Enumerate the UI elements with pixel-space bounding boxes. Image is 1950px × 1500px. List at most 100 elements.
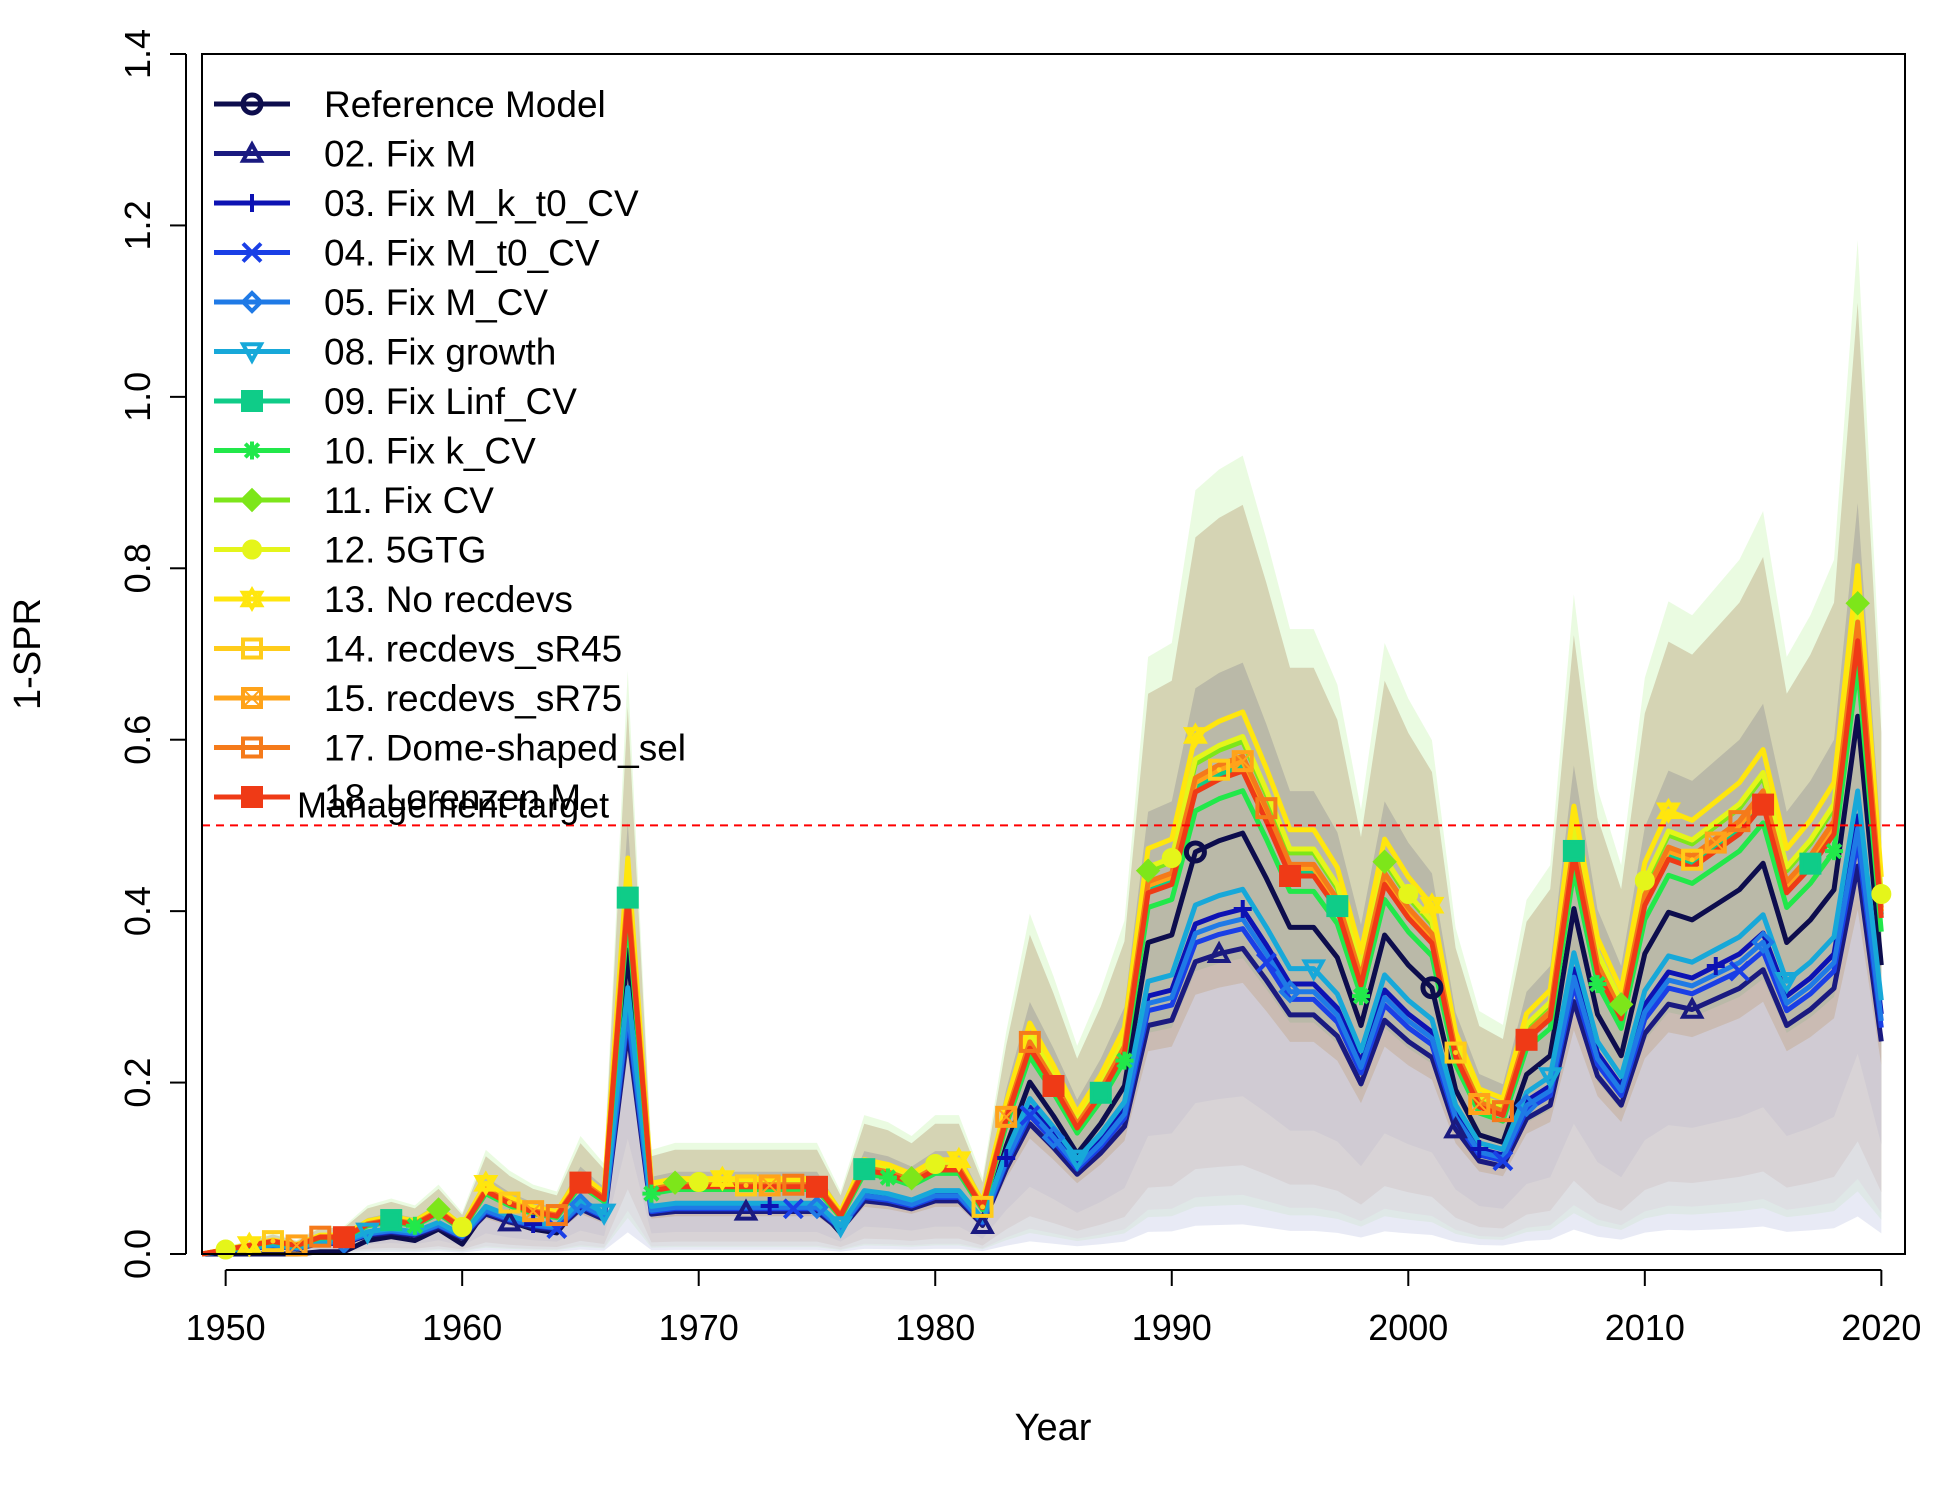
series-14-point-2005-shape bbox=[1515, 1028, 1538, 1051]
series-8-point-2009-shape bbox=[1608, 992, 1634, 1017]
legend-marker-0 bbox=[240, 92, 264, 116]
series-14-point-2015-shape bbox=[1752, 793, 1775, 816]
legend-marker-9-shape bbox=[242, 539, 262, 560]
series-3-point-2004-d2 bbox=[1492, 1150, 1514, 1172]
series-5-point-1966 bbox=[591, 1203, 617, 1226]
series-14-point-1955 bbox=[332, 1226, 355, 1249]
series-5-point-2006-shape bbox=[1537, 1067, 1563, 1090]
legend-label-7: 10. Fix k_CV bbox=[324, 431, 536, 472]
series-10-point-1991-down bbox=[1182, 727, 1208, 749]
legend-item-10: 13. No recdevs bbox=[214, 579, 573, 620]
series-3-point-2014-d2 bbox=[1729, 960, 1750, 982]
x-tick-label-2000: 2000 bbox=[1368, 1307, 1448, 1348]
series-4-point-1985-shape bbox=[1041, 1125, 1066, 1150]
series-5-point-1976 bbox=[828, 1216, 854, 1239]
legend-marker-5-shape bbox=[239, 342, 265, 365]
series-14-point-1995 bbox=[1279, 865, 1302, 887]
series-8-point-1959-shape bbox=[426, 1197, 451, 1222]
series-13-point-2014 bbox=[1728, 810, 1751, 833]
series-8-point-2009 bbox=[1608, 992, 1634, 1017]
series-6-point-2017 bbox=[1799, 852, 1822, 875]
series-4-point-1965-shape bbox=[568, 1192, 593, 1217]
series-6-point-1997 bbox=[1326, 895, 1349, 918]
legend-label-5: 08. Fix growth bbox=[324, 332, 556, 373]
legend-item-5: 08. Fix growth bbox=[214, 332, 556, 373]
series-2-point-1973 bbox=[760, 1197, 779, 1215]
series-9-point-1960 bbox=[452, 1217, 473, 1237]
series-1-point-1992-shape bbox=[1206, 940, 1232, 963]
management-target-label: Management target bbox=[297, 784, 609, 825]
y-tick-label-2: 0.4 bbox=[117, 886, 158, 936]
legend-item-7: 10. Fix k_CV bbox=[214, 431, 536, 472]
series-13-point-1954-shape bbox=[309, 1225, 332, 1248]
series-9-point-1950 bbox=[215, 1239, 236, 1260]
legend-marker-12 bbox=[241, 687, 263, 709]
legend-label-2: 03. Fix M_k_t0_CV bbox=[324, 183, 639, 224]
series-4-point-2005-shape bbox=[1514, 1093, 1539, 1118]
series-2-point-2003 bbox=[1470, 1140, 1489, 1158]
series-11-point-1992 bbox=[1208, 758, 1231, 781]
series-6-point-1967 bbox=[616, 886, 639, 909]
series-12-point-1993-shape bbox=[1231, 750, 1254, 773]
series-8-point-1989 bbox=[1135, 858, 1161, 883]
series-9-point-1980-shape bbox=[925, 1154, 946, 1174]
series-10-point-2011-down bbox=[1655, 802, 1681, 824]
legend-label-8: 11. Fix CV bbox=[324, 480, 494, 521]
legend-item-6: 09. Fix Linf_CV bbox=[214, 381, 577, 422]
series-12-point-2003 bbox=[1468, 1093, 1491, 1115]
series-0-point-1991 bbox=[1183, 840, 1207, 864]
y-tick-label-6: 1.2 bbox=[117, 200, 158, 250]
series-9-point-2020 bbox=[1871, 884, 1892, 904]
series-9-point-1950-shape bbox=[215, 1239, 236, 1260]
series-5-point-1986 bbox=[1064, 1149, 1090, 1172]
series-9-point-1970 bbox=[688, 1172, 709, 1192]
series-8-point-1989-shape bbox=[1135, 858, 1161, 883]
series-14-point-1985-shape bbox=[1042, 1075, 1065, 1097]
legend-marker-14-shape bbox=[241, 786, 263, 808]
series-3-point-1974-d2 bbox=[782, 1198, 804, 1220]
legend-marker-11-dot bbox=[249, 646, 255, 651]
series-12-point-1963-d2 bbox=[523, 1201, 543, 1221]
x-tick-label-2010: 2010 bbox=[1605, 1307, 1685, 1348]
series-10-point-1961-down bbox=[473, 1174, 499, 1197]
series-4-point-1965 bbox=[568, 1192, 593, 1217]
series-13-point-2014-shape bbox=[1728, 810, 1751, 833]
legend-label-6: 09. Fix Linf_CV bbox=[324, 381, 577, 422]
series-1-point-1992 bbox=[1206, 940, 1232, 963]
series-0-point-1991-shape bbox=[1183, 840, 1207, 864]
legend-marker-3-d2 bbox=[241, 242, 263, 263]
legend-marker-8-shape bbox=[239, 487, 265, 513]
legend-item-0: Reference Model bbox=[214, 84, 606, 125]
series-6-point-1987-shape bbox=[1089, 1081, 1112, 1104]
series-10-point-2001-down bbox=[1419, 896, 1445, 919]
series-6-point-1957-shape bbox=[380, 1209, 403, 1232]
series-3-point-1984 bbox=[1019, 1104, 1041, 1126]
series-5-point-1966-shape bbox=[591, 1203, 617, 1226]
series-11-point-2002-dot bbox=[1453, 1050, 1459, 1056]
series-11-point-2012-shape bbox=[1681, 848, 1704, 871]
x-axis: 1950 1960 1970 1980 1990 2000 2010 2020 bbox=[186, 1269, 1921, 1348]
legend-marker-12-shape bbox=[241, 687, 263, 709]
series-11-point-2012-dot bbox=[1689, 857, 1695, 863]
legend-marker-6-shape bbox=[241, 390, 263, 412]
series-10-point-1971 bbox=[709, 1165, 735, 1192]
series-2-point-1983 bbox=[997, 1149, 1016, 1167]
series-5-point-1956 bbox=[355, 1222, 380, 1245]
legend-item-12: 15. recdevs_sR75 bbox=[214, 678, 622, 719]
x-tick-label-1950: 1950 bbox=[186, 1307, 266, 1348]
series-10-point-2011 bbox=[1655, 797, 1681, 824]
series-11-point-1962-dot bbox=[506, 1200, 512, 1206]
series-6-point-2007-shape bbox=[1562, 839, 1585, 862]
series-8-point-1969-shape bbox=[662, 1170, 688, 1195]
series-11-point-2012 bbox=[1681, 848, 1704, 871]
series-line-5 bbox=[201, 788, 1884, 1257]
series-1-point-2012 bbox=[1679, 996, 1705, 1019]
series-1-point-1972 bbox=[733, 1198, 759, 1221]
legend-marker-13 bbox=[241, 736, 263, 759]
series-7-point-1958-d2 bbox=[406, 1217, 424, 1234]
series-13-point-1984 bbox=[1018, 1030, 1041, 1053]
series-11-point-1982-dot bbox=[980, 1204, 986, 1210]
series-7-point-1968 bbox=[642, 1184, 661, 1203]
series-5-point-1976-shape bbox=[828, 1216, 854, 1239]
series-6-point-1997-shape bbox=[1326, 895, 1349, 918]
